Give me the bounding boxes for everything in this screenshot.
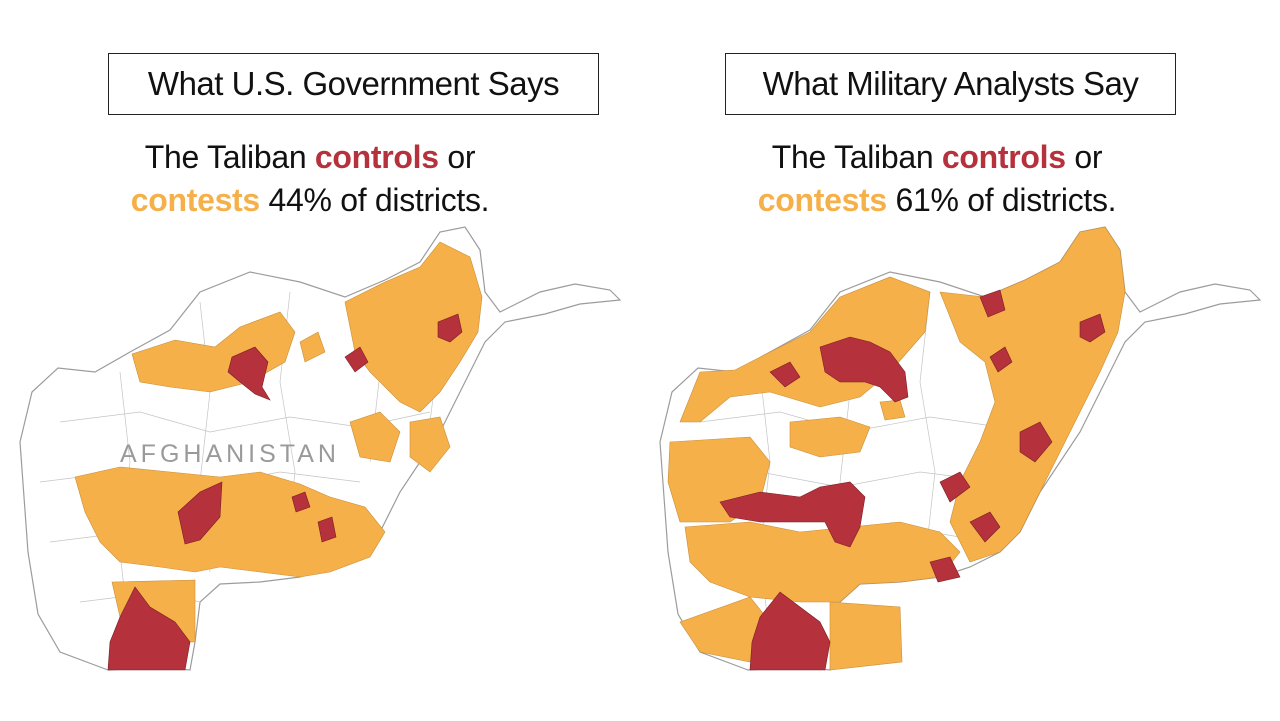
contests-word: contests (757, 182, 888, 218)
panel-title: What Military Analysts Say (725, 53, 1176, 115)
stat-text: The Taliban controls or contests 44% of … (0, 136, 630, 222)
map-country-label: AFGHANISTAN (120, 440, 340, 468)
stat-prefix: The Taliban (771, 139, 942, 175)
stat-suffix: 61% of districts. (886, 182, 1117, 218)
controlled-districts (719, 289, 1106, 671)
stat-suffix: 44% of districts. (259, 182, 490, 218)
stat-or: or (1065, 139, 1103, 175)
afghanistan-map-analysts (659, 226, 1262, 671)
panel-title: What U.S. Government Says (108, 53, 599, 115)
contests-word: contests (130, 182, 261, 218)
afghanistan-map-government: AFGHANISTAN (19, 226, 622, 671)
panel-title-text: What U.S. Government Says (147, 65, 560, 102)
panel-us-government: What U.S. Government Says The Taliban co… (0, 53, 630, 671)
stat-prefix: The Taliban (144, 139, 315, 175)
controls-word: controls (314, 139, 439, 175)
panel-military-analysts: What Military Analysts Say The Taliban c… (640, 0, 1280, 721)
controls-word: controls (941, 139, 1066, 175)
controlled-districts (107, 313, 463, 671)
stat-or: or (438, 139, 476, 175)
panel-title-text: What Military Analysts Say (762, 65, 1139, 102)
stat-text: The Taliban controls or contests 61% of … (617, 136, 1257, 222)
